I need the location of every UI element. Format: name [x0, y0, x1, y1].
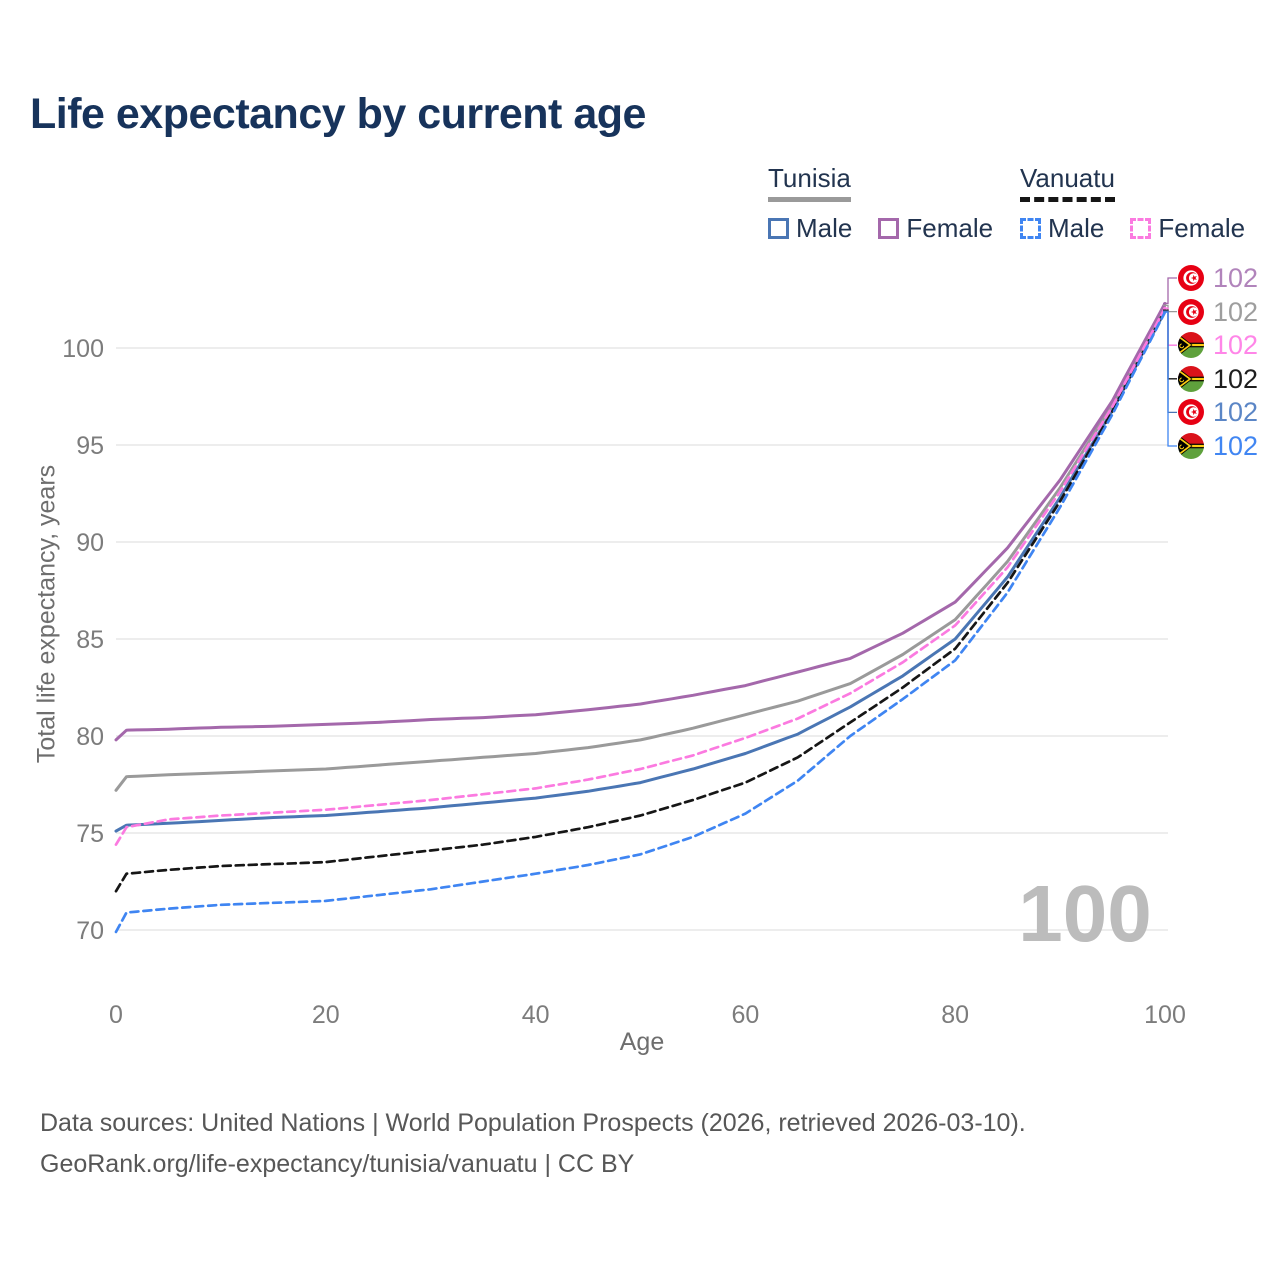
end-label-vanuatu-male: 102 — [1178, 431, 1259, 461]
vanuatu-female-swatch — [1130, 218, 1152, 239]
end-label-tunisia-female: 102 — [1178, 263, 1259, 293]
y-tick-75: 75 — [76, 820, 104, 848]
end-value: 102 — [1213, 397, 1259, 428]
x-tick-60: 60 — [731, 1001, 759, 1029]
legend-item-vanuatu-male[interactable]: Male — [1020, 213, 1104, 244]
age-watermark: 100 — [1018, 869, 1151, 958]
tunisia-flag-icon — [1178, 298, 1204, 325]
legend-label-vanuatu-female: Female — [1158, 213, 1246, 243]
end-label-tunisia-male: 102 — [1178, 397, 1259, 428]
x-tick-0: 0 — [109, 1001, 123, 1029]
leader-line-vanuatu-both-sexes — [1163, 309, 1177, 380]
legend-label-vanuatu-male: Male — [1048, 213, 1105, 243]
footer: Data sources: United Nations | World Pop… — [40, 1103, 1026, 1185]
footer-data-sources: Data sources: United Nations | World Pop… — [40, 1109, 1026, 1137]
vanuatu-flag-icon — [1178, 433, 1204, 459]
legend-item-tunisia-female[interactable]: Female — [878, 213, 993, 244]
legend-label-tunisia-male: Male — [796, 213, 853, 243]
end-label-vanuatu-female: 102 — [1178, 330, 1259, 361]
x-tick-20: 20 — [312, 1001, 340, 1029]
series-line-tunisia-male — [114, 309, 1167, 833]
y-tick-100: 100 — [62, 335, 104, 363]
vanuatu-male-swatch — [1020, 218, 1041, 239]
tunisia-flag-icon — [1178, 265, 1204, 291]
x-tick-40: 40 — [522, 1001, 550, 1029]
legend-country-vanuatu[interactable]: Vanuatu — [1020, 163, 1115, 202]
y-tick-80: 80 — [76, 723, 104, 751]
end-label-tunisia-both-sexes: 102 — [1178, 296, 1259, 327]
end-label-vanuatu-both-sexes: 102 — [1178, 363, 1259, 394]
legend-label-tunisia-female: Female — [906, 213, 994, 243]
tunisia-female-swatch — [878, 218, 900, 239]
leader-line-tunisia-female — [1163, 277, 1177, 305]
leader-line-tunisia-male — [1163, 310, 1177, 414]
y-tick-70: 70 — [76, 917, 104, 945]
vanuatu-flag-icon — [1178, 365, 1204, 392]
legend-group-tunisia: Tunisia Male Female — [768, 163, 993, 244]
page-title: Life expectancy by current age — [30, 90, 646, 138]
legend-item-vanuatu-female[interactable]: Female — [1130, 213, 1245, 244]
end-value: 102 — [1213, 330, 1259, 361]
series-line-vanuatu-male — [114, 310, 1167, 934]
y-tick-90: 90 — [76, 529, 104, 557]
x-axis-title: Age — [619, 1028, 665, 1056]
legend-group-vanuatu: Vanuatu Male Female — [1020, 163, 1245, 244]
series-line-tunisia-both-sexes — [114, 303, 1167, 792]
end-value: 102 — [1213, 296, 1259, 327]
x-tick-100: 100 — [1144, 1001, 1186, 1029]
legend-item-tunisia-male[interactable]: Male — [768, 213, 852, 244]
tunisia-flag-icon — [1178, 399, 1204, 426]
legend-country-tunisia[interactable]: Tunisia — [768, 163, 851, 202]
y-tick-85: 85 — [76, 626, 104, 654]
x-tick-80: 80 — [941, 1001, 969, 1029]
end-value: 102 — [1213, 431, 1259, 461]
series-line-vanuatu-female — [114, 306, 1167, 846]
series-line-tunisia-female — [114, 301, 1167, 742]
vanuatu-flag-icon — [1178, 332, 1204, 359]
footer-attribution: GeoRank.org/life-expectancy/tunisia/vanu… — [40, 1150, 635, 1178]
end-value: 102 — [1213, 363, 1259, 394]
end-value: 102 — [1213, 263, 1259, 293]
y-tick-95: 95 — [76, 432, 104, 460]
tunisia-male-swatch — [768, 218, 789, 239]
leader-line-vanuatu-male — [1163, 311, 1177, 447]
series-line-vanuatu-both-sexes — [114, 308, 1167, 893]
